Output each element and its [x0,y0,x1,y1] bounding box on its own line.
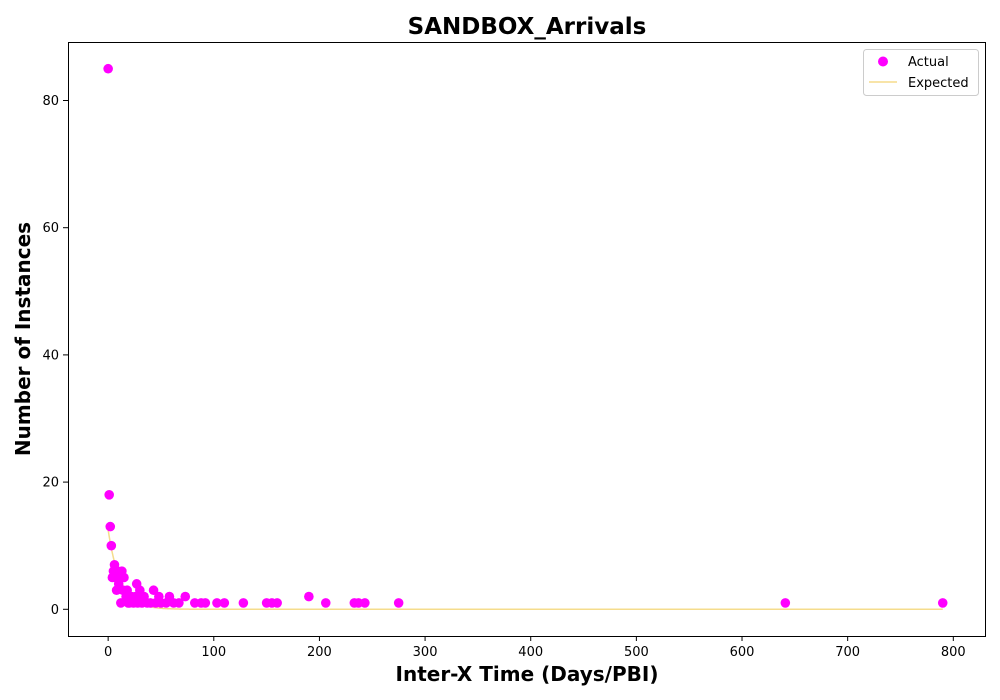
y-tick-label: 20 [42,476,59,491]
x-tick-label: 0 [104,645,112,660]
data-point [938,598,948,608]
data-point [304,592,314,602]
legend-marker-actual [878,57,888,67]
data-point [104,490,114,500]
data-point [360,598,370,608]
x-axis-label: Inter-X Time (Days/PBI) [396,662,659,686]
x-tick-label: 400 [518,645,543,660]
data-point [220,598,230,608]
x-tick-label: 300 [413,645,438,660]
data-point [272,598,282,608]
data-point [321,598,331,608]
x-tick-label: 200 [307,645,332,660]
data-point [781,598,791,608]
data-point [103,64,113,74]
data-point [119,573,129,583]
data-point [201,598,211,608]
y-tick-label: 0 [51,603,59,618]
data-point [107,541,117,551]
x-tick-label: 800 [941,645,966,660]
x-tick-label: 600 [730,645,755,660]
y-tick-label: 40 [42,348,59,363]
legend-label-expected: Expected [908,76,969,91]
data-point [105,522,115,532]
data-point [394,598,404,608]
y-tick-label: 60 [42,221,59,236]
x-tick-label: 100 [201,645,226,660]
data-point [180,592,190,602]
legend: Actual Expected [864,50,979,96]
legend-label-actual: Actual [908,55,949,70]
data-point [239,598,249,608]
chart-title: SANDBOX_Arrivals [408,14,647,40]
y-tick-label: 80 [42,94,59,109]
x-tick-label: 500 [624,645,649,660]
y-axis-label: Number of Instances [11,222,35,456]
x-tick-label: 700 [835,645,860,660]
